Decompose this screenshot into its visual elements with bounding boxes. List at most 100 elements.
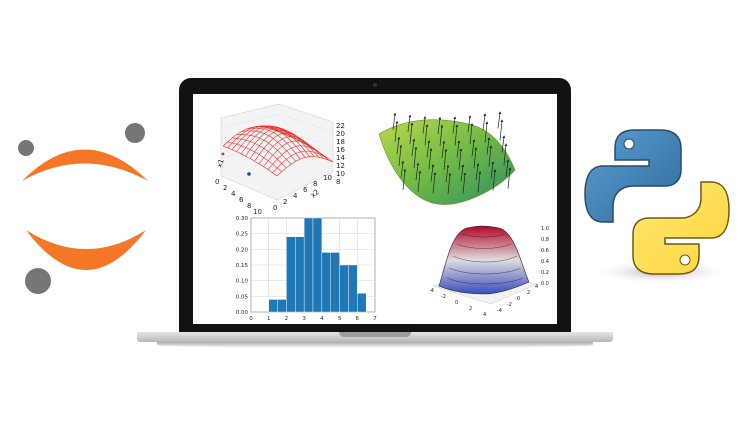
sombrero-surface (438, 225, 530, 295)
z-tick: 12 (336, 162, 345, 170)
x-tick-label: 4 (320, 316, 324, 322)
y-tick-label: 0.15 (236, 263, 249, 269)
z-tick: 16 (336, 146, 345, 154)
vector-arrow (426, 139, 431, 158)
vector-arrow (396, 136, 401, 155)
laptop-base (137, 332, 613, 342)
vector-arrow (488, 145, 493, 167)
y-tick-label: 0.25 (236, 232, 249, 238)
wireframe-3d-plot: 22 20 18 16 14 12 10 8 0 2 4 6 8 10 0 2 … (215, 103, 345, 216)
vector-arrow (443, 148, 448, 171)
z-tick: 8 (336, 178, 340, 186)
python-yellow-eye-icon (679, 254, 691, 266)
vector-arrow (460, 164, 465, 182)
y-tick-label: 0.20 (236, 247, 249, 253)
jupyter-upper-arc-icon (22, 149, 148, 181)
vector-arrow (424, 123, 429, 146)
vector-arrow (503, 143, 508, 165)
x1-axis-label: x1 (215, 158, 225, 169)
jupyter-moon-bottom-icon (25, 268, 51, 294)
histogram-y-ticks: 0.00 0.05 0.10 0.15 0.20 0.25 0.30 (236, 216, 249, 316)
vector-arrow (492, 169, 497, 191)
histogram-bar (357, 292, 367, 313)
y-tick: 0 (517, 296, 520, 302)
mesh-line (278, 131, 334, 163)
start-point (221, 152, 225, 156)
vector-arrow (402, 168, 407, 191)
vector-arrow (473, 147, 478, 169)
x2-tick: 8 (313, 180, 317, 188)
vector-arrow (456, 140, 461, 158)
vector-arrow (428, 147, 433, 170)
z-tick: 14 (336, 154, 345, 162)
camera-dot (373, 83, 377, 87)
vector-arrow (486, 137, 491, 155)
x1-tick: 4 (231, 190, 236, 198)
z-tick: 0.4 (541, 259, 549, 265)
x1-tick: 0 (215, 178, 219, 186)
x2-tick: 4 (293, 192, 298, 200)
histogram-bars (268, 217, 367, 313)
x-tick-label: 1 (267, 316, 271, 322)
histogram-bar (303, 217, 314, 313)
vector-arrow (392, 112, 397, 131)
vector-arrow (497, 111, 502, 129)
z-tick: 0.8 (541, 237, 549, 243)
vector-arrow (505, 159, 510, 177)
z-tick: 0.0 (541, 281, 549, 287)
vector-arrow (432, 171, 437, 194)
z-tick: 18 (336, 138, 345, 146)
histogram-bar (348, 264, 358, 313)
x1-tick: 10 (253, 208, 262, 216)
x-tick: 4 (483, 312, 486, 318)
z-tick: 0.2 (541, 270, 549, 276)
histogram-x-ticks: 0 1 2 3 4 5 6 7 (249, 316, 377, 322)
vector-arrow (501, 135, 506, 153)
mesh-line (276, 156, 334, 177)
x1-tick: 2 (223, 184, 227, 192)
x1-tick: 6 (239, 196, 244, 204)
jupyter-moon-small-icon (18, 140, 34, 156)
minimum-point (247, 172, 251, 176)
vector-arrow (394, 120, 399, 143)
histogram-bar (321, 252, 331, 313)
jupyter-lower-arc-icon (26, 230, 146, 270)
histogram-bar (339, 264, 349, 313)
sombrero-surface-plot: 1.0 0.8 0.6 0.4 0.2 0.0 -4 -2 0 2 4 -4 -… (429, 225, 549, 318)
x-tick-label: 2 (285, 316, 289, 322)
x2-tick: 10 (323, 174, 332, 182)
vector-arrow (437, 116, 442, 135)
y-tick-label: 0.10 (236, 279, 249, 285)
vector-arrow (407, 114, 412, 132)
python-blue-eye-icon (623, 138, 635, 150)
x-tick-label: 7 (373, 316, 377, 322)
z-tick: 1.0 (541, 226, 549, 232)
vector-arrow (471, 139, 476, 157)
jupyter-logo (18, 123, 148, 294)
vector-arrow (469, 123, 474, 145)
laptop-base-shadow (157, 342, 593, 348)
vector-arrow (482, 113, 487, 131)
vector-arrow (409, 122, 414, 144)
vector-arrow (411, 138, 416, 156)
y-tick-label: 0.30 (236, 216, 249, 222)
histogram-bar (268, 299, 278, 313)
vector-arrow (452, 116, 457, 134)
y-tick: 2 (527, 290, 530, 296)
x2-tick: 2 (283, 198, 287, 206)
vector-arrow (462, 172, 467, 194)
histogram-bar (295, 236, 305, 313)
x2-axis-label: x2 (309, 188, 321, 200)
python-yellow-snake-icon (632, 181, 730, 275)
y-tick: -2 (507, 302, 512, 308)
python-logo (584, 129, 731, 284)
python-blue-snake-icon (584, 129, 682, 223)
histogram-bar (330, 252, 340, 313)
z-tick: 0.6 (541, 248, 549, 254)
x-tick: -2 (441, 294, 446, 300)
vector-arrow (475, 163, 480, 181)
vector-arrow (441, 140, 446, 159)
laptop-notch (339, 332, 411, 337)
x-tick-label: 0 (249, 316, 253, 322)
histogram-bar (286, 236, 296, 313)
